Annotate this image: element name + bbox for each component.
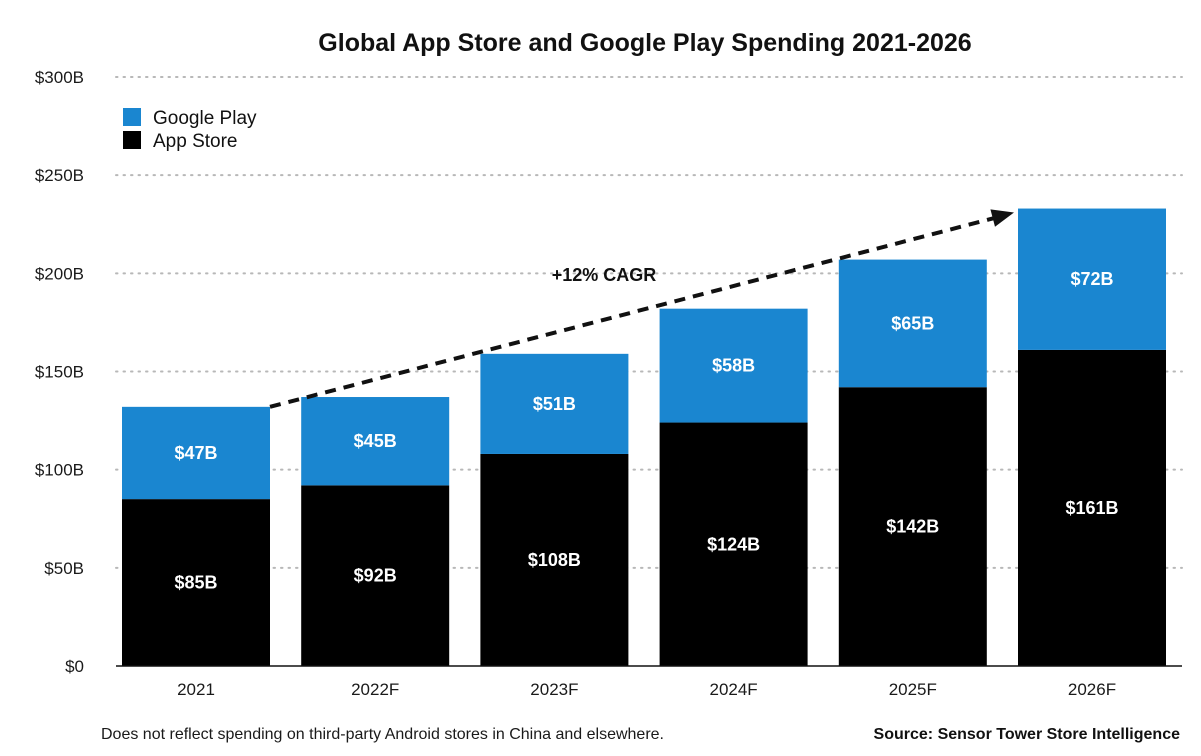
data-label-app-store: $142B — [886, 517, 939, 537]
bar-google-play-2023f — [480, 353, 629, 454]
legend-label-google-play: Google Play — [153, 108, 257, 129]
x-tick-label: 2022F — [351, 680, 399, 699]
bar-app-store-2022f — [301, 485, 450, 666]
x-tick-label: 2024F — [709, 680, 757, 699]
cagr-annotation: +12% CAGR — [269, 209, 1014, 409]
bar-google-play-2024f — [659, 308, 808, 423]
legend-swatch-app-store — [123, 131, 141, 149]
data-label-google-play: $51B — [533, 394, 576, 414]
cagr-label: +12% CAGR — [552, 265, 657, 285]
data-label-app-store: $85B — [174, 573, 217, 593]
footnote: Does not reflect spending on third-party… — [101, 726, 664, 743]
y-axis-ticks: $0 $50B $100B $150B $200B $250B $300B — [35, 68, 84, 676]
bars: $85B $47B $92B $45B $108B $51B $124B $58B $142B $… — [122, 208, 1166, 666]
bar-app-store-2021 — [122, 499, 270, 666]
x-tick-label: 2021 — [177, 680, 215, 699]
bar-app-store-2026f — [1018, 349, 1166, 666]
data-label-google-play: $65B — [891, 313, 934, 333]
data-label-google-play: $45B — [354, 431, 397, 451]
data-label-app-store: $161B — [1065, 498, 1118, 518]
data-label-google-play: $47B — [174, 443, 217, 463]
bar-google-play-2026f — [1018, 208, 1166, 350]
gridlines — [115, 76, 1183, 569]
legend-label-app-store: App Store — [153, 131, 238, 152]
x-tick-label: 2023F — [530, 680, 578, 699]
y-tick-label: $300B — [35, 68, 84, 87]
x-tick-label: 2026F — [1068, 680, 1116, 699]
legend: Google Play App Store — [123, 108, 257, 152]
x-axis-categories: 2021 2022F 2023F 2024F 2025F 2026F — [177, 680, 1116, 699]
data-label-google-play: $72B — [1070, 269, 1113, 289]
source-credit: Source: Sensor Tower Store Intelligence — [874, 726, 1181, 743]
data-label-app-store: $92B — [354, 566, 397, 586]
legend-swatch-google-play — [123, 108, 141, 126]
data-label-app-store: $108B — [528, 550, 581, 570]
y-tick-label: $150B — [35, 363, 84, 382]
cagr-arrow-head — [990, 209, 1014, 227]
bar-google-play-2022f — [301, 397, 450, 486]
bar-google-play-2021 — [122, 406, 270, 500]
bar-app-store-2023f — [480, 453, 629, 666]
data-label-app-store: $124B — [707, 534, 760, 554]
y-tick-label: $0 — [65, 657, 84, 676]
chart-title: Global App Store and Google Play Spendin… — [318, 29, 971, 57]
y-tick-label: $100B — [35, 461, 84, 480]
x-tick-label: 2025F — [889, 680, 937, 699]
y-tick-label: $50B — [44, 559, 84, 578]
cagr-arrow-line — [269, 214, 1001, 409]
y-tick-label: $200B — [35, 264, 84, 283]
y-tick-label: $250B — [35, 166, 84, 185]
bar-google-play-2025f — [838, 259, 987, 388]
data-label-google-play: $58B — [712, 356, 755, 376]
bar-app-store-2024f — [659, 422, 808, 666]
bar-app-store-2025f — [838, 387, 987, 666]
